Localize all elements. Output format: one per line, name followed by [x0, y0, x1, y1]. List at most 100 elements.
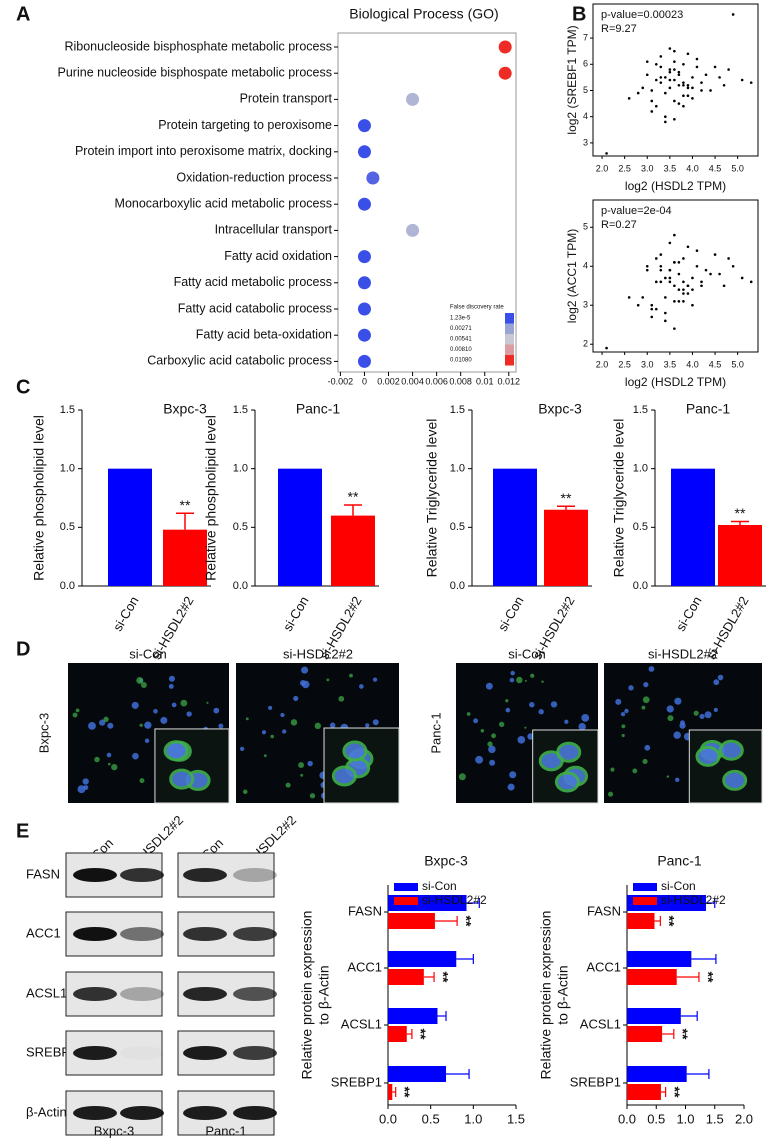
point — [691, 97, 694, 100]
x-tick-label: si-Con — [110, 594, 142, 634]
nucleus — [510, 670, 515, 676]
lipid-stain — [245, 717, 249, 721]
band — [233, 868, 277, 882]
point — [673, 327, 676, 330]
plot-frame — [337, 32, 517, 373]
dot — [357, 354, 371, 368]
legend-label: si-Con — [661, 879, 696, 893]
x-tick-label: 1.0 — [464, 1111, 482, 1126]
point — [749, 81, 753, 84]
point — [686, 284, 690, 288]
bar — [388, 969, 424, 985]
category-label: Protein transport — [240, 92, 333, 106]
point — [700, 89, 703, 92]
point — [682, 288, 685, 291]
y-tick-label: 4 — [583, 111, 588, 121]
band — [183, 868, 227, 882]
x-axis-label: log2 (HSDL2 TPM) — [625, 179, 726, 193]
point — [727, 68, 730, 71]
y-axis-label: Relative Triglyceride level — [424, 419, 440, 578]
bar — [388, 951, 457, 967]
legend-label: si-HSDL2#2 — [661, 893, 726, 907]
point — [677, 83, 681, 87]
nucleus — [674, 697, 682, 705]
band — [73, 987, 117, 1001]
nucleus — [372, 677, 378, 682]
point — [650, 315, 654, 319]
bar — [627, 1084, 661, 1100]
annotation: R=9.27 — [601, 23, 637, 35]
nucleus — [261, 730, 267, 735]
nucleus — [713, 707, 718, 713]
panel-label: E — [16, 820, 29, 842]
point — [650, 99, 654, 103]
lipid-stain — [621, 733, 625, 738]
nucleus — [679, 722, 686, 729]
point — [650, 89, 654, 92]
nucleus — [473, 718, 479, 724]
significance: ** — [735, 505, 746, 521]
y-tick-label: 1.5 — [233, 404, 248, 416]
nucleus — [131, 701, 139, 709]
point — [673, 284, 676, 288]
band — [73, 1046, 117, 1060]
y-axis-label: to β-Actin — [316, 965, 332, 1024]
legend-label: si-HSDL2#2 — [422, 893, 487, 907]
chart-title: Bxpc-3 — [538, 401, 582, 417]
lipid-stain — [632, 768, 638, 774]
nucleus — [144, 738, 150, 744]
nucleus — [280, 712, 285, 718]
point — [682, 292, 685, 295]
inset-cell — [169, 768, 195, 790]
inset-cell — [342, 740, 368, 762]
category-label: Protein targeting to peroxisome — [158, 118, 332, 132]
legend-label: 0.00541 — [450, 337, 472, 343]
category-label: SREBP1 — [331, 1074, 382, 1089]
legend-swatch — [394, 897, 418, 905]
x-tick-label: 0 — [362, 376, 367, 386]
point — [695, 264, 699, 268]
lipid-stain — [666, 775, 670, 778]
point — [695, 249, 699, 252]
nucleus — [564, 719, 569, 724]
point — [695, 57, 699, 61]
band — [120, 927, 164, 941]
bar — [671, 468, 715, 586]
y-tick-label: 5 — [583, 222, 588, 232]
nucleus — [488, 745, 496, 754]
bar — [388, 1008, 438, 1024]
x-tick-label: 3.0 — [641, 163, 654, 173]
point — [668, 86, 672, 90]
point — [749, 280, 753, 284]
y-tick-label: 0.0 — [60, 580, 75, 592]
point — [654, 62, 658, 66]
point — [713, 253, 717, 256]
nucleus — [578, 722, 586, 731]
point — [668, 276, 672, 280]
lipid-stain — [103, 716, 109, 723]
lipid-stain — [111, 763, 118, 771]
point — [700, 81, 703, 84]
point — [691, 86, 694, 90]
bar — [493, 468, 537, 586]
point — [691, 276, 694, 280]
point — [686, 292, 690, 295]
nucleus — [359, 684, 364, 689]
nucleus — [293, 695, 299, 702]
point — [636, 91, 640, 95]
chart-title: Bxpc-3 — [424, 853, 468, 869]
point — [731, 264, 735, 268]
chart-title: Panc-1 — [296, 401, 341, 417]
nucleus — [365, 723, 370, 728]
x-axis-label: log2 (HSDL2 TPM) — [625, 375, 726, 389]
nucleus — [704, 711, 712, 719]
chart-title: Panc-1 — [686, 401, 731, 417]
panel-label: B — [572, 3, 586, 25]
lipid-stain — [270, 734, 275, 739]
nucleus — [644, 744, 651, 751]
nucleus — [713, 679, 720, 686]
lipid-stain — [607, 791, 614, 797]
point — [686, 94, 690, 98]
y-tick-label: 2 — [583, 339, 588, 349]
nucleus — [144, 721, 152, 729]
